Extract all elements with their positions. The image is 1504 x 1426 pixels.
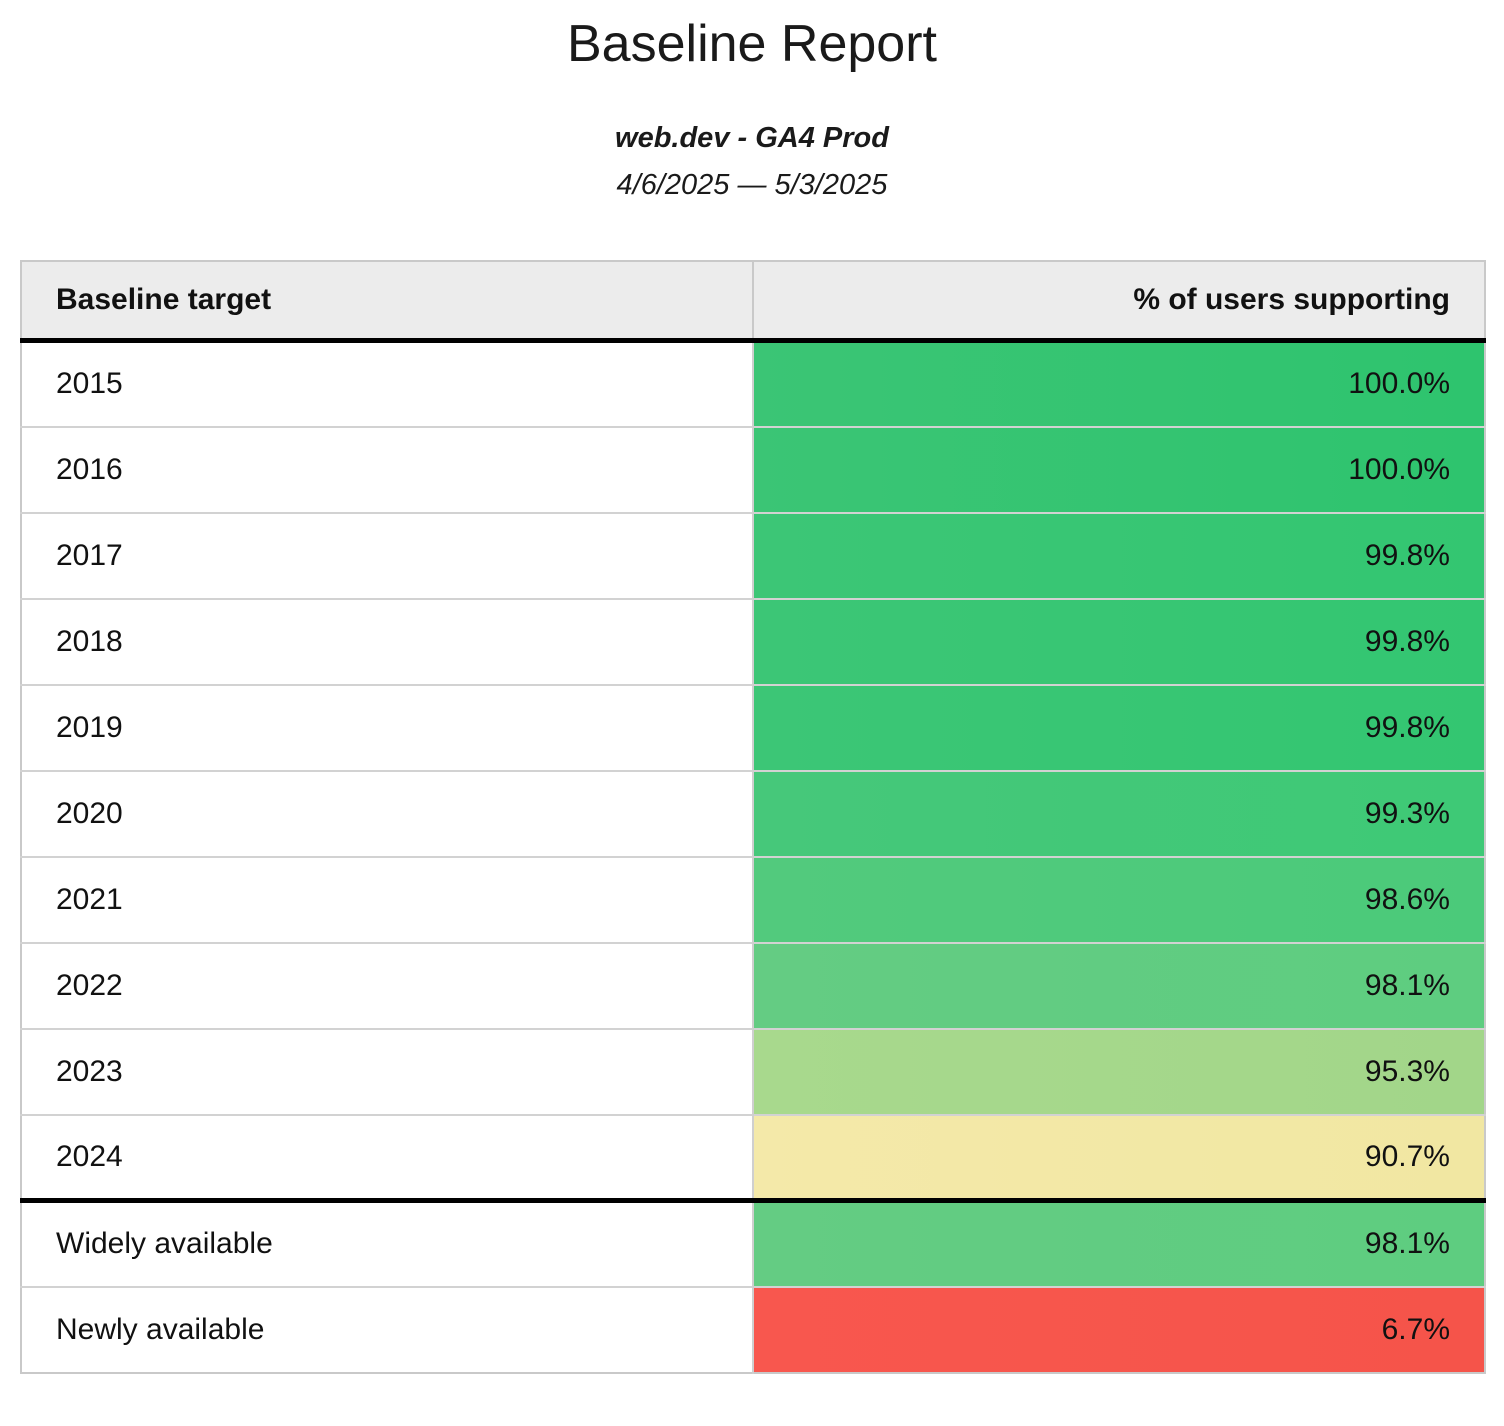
percent-supporting-cell: 100.0% xyxy=(753,425,1485,513)
baseline-target-cell: 2015 xyxy=(21,340,754,427)
percent-supporting-cell: 6.7% xyxy=(753,1285,1485,1373)
report-property-name: web.dev - GA4 Prod xyxy=(615,122,889,154)
table-row: Widely available 98.1% xyxy=(21,1198,1485,1287)
baseline-target-cell: 2024 xyxy=(21,1113,754,1201)
table-row: 2019 99.8% xyxy=(21,683,1485,771)
baseline-target-cell: 2021 xyxy=(21,855,754,943)
report-date-range: 4/6/2025 — 5/3/2025 xyxy=(616,169,888,202)
percent-supporting-cell: 100.0% xyxy=(753,340,1485,427)
table-row: 2017 99.8% xyxy=(21,511,1485,599)
table-row: Newly available 6.7% xyxy=(21,1285,1485,1373)
table-row: 2015 100.0% xyxy=(21,340,1485,427)
baseline-target-cell: 2023 xyxy=(21,1027,754,1115)
table-row: 2021 98.6% xyxy=(21,855,1485,943)
baseline-target-cell: 2022 xyxy=(21,941,754,1029)
column-header-baseline-target: Baseline target xyxy=(21,260,754,344)
baseline-target-cell: 2017 xyxy=(21,511,754,599)
percent-supporting-cell: 90.7% xyxy=(753,1113,1485,1201)
table-header-row: Baseline target % of users supporting xyxy=(21,260,1485,344)
baseline-target-cell: 2018 xyxy=(21,597,754,685)
table-row: 2018 99.8% xyxy=(21,597,1485,685)
table-row: 2022 98.1% xyxy=(21,941,1485,1029)
table-row: 2020 99.3% xyxy=(21,769,1485,857)
baseline-target-cell: Newly available xyxy=(21,1285,754,1373)
baseline-target-cell: Widely available xyxy=(21,1198,754,1287)
baseline-target-cell: 2020 xyxy=(21,769,754,857)
percent-supporting-cell: 98.1% xyxy=(753,941,1485,1029)
table-row: 2023 95.3% xyxy=(21,1027,1485,1115)
page-title: Baseline Report xyxy=(567,15,937,73)
percent-supporting-cell: 95.3% xyxy=(753,1027,1485,1115)
baseline-target-cell: 2019 xyxy=(21,683,754,771)
table-body: 2015 100.0% 2016 100.0% 2017 99.8% 2018 99.8% 20… xyxy=(21,340,1485,1373)
table-row: 2016 100.0% xyxy=(21,425,1485,513)
column-header-percent-users: % of users supporting xyxy=(753,260,1485,344)
percent-supporting-cell: 99.3% xyxy=(753,769,1485,857)
percent-supporting-cell: 99.8% xyxy=(753,511,1485,599)
percent-supporting-cell: 99.8% xyxy=(753,597,1485,685)
baseline-target-cell: 2016 xyxy=(21,425,754,513)
percent-supporting-cell: 98.1% xyxy=(753,1198,1485,1287)
baseline-table: Baseline target % of users supporting 20… xyxy=(20,259,1486,1374)
percent-supporting-cell: 98.6% xyxy=(753,855,1485,943)
table-row: 2024 90.7% xyxy=(21,1113,1485,1201)
percent-supporting-cell: 99.8% xyxy=(753,683,1485,771)
